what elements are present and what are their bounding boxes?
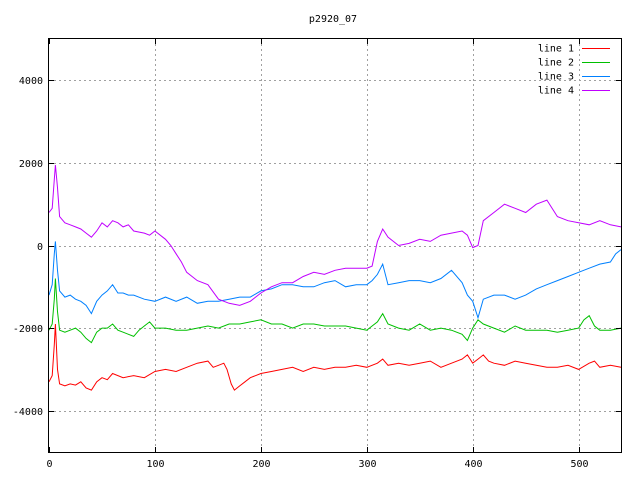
series-line-3 xyxy=(48,241,622,320)
y-tick-label: -4000 xyxy=(13,407,43,418)
series-line-4 xyxy=(48,164,622,306)
y-tick-label: 2000 xyxy=(19,159,43,170)
legend: line 1 line 2 line 3 line 4 xyxy=(538,44,610,97)
axis-ticks: 0 100 200 300 400 500 -4000 -2000 0 2000 4000 xyxy=(13,39,621,470)
x-tick-label: 200 xyxy=(252,459,270,470)
series-line-1 xyxy=(48,323,622,391)
y-tick-label: 4000 xyxy=(19,76,43,87)
x-tick-label: 500 xyxy=(570,459,588,470)
y-tick-label: -2000 xyxy=(13,324,43,335)
legend-label-2: line 2 xyxy=(538,58,574,69)
series-group xyxy=(48,164,622,391)
series-line-2 xyxy=(48,278,622,344)
x-tick-label: 400 xyxy=(464,459,482,470)
legend-label-3: line 3 xyxy=(538,72,574,83)
grid xyxy=(49,39,621,452)
y-tick-label: 0 xyxy=(37,242,43,253)
legend-label-1: line 1 xyxy=(538,44,574,55)
plot-frame xyxy=(48,38,622,453)
chart-title: p2920_07 xyxy=(309,14,357,25)
x-tick-label: 100 xyxy=(146,459,164,470)
x-tick-label: 0 xyxy=(46,459,52,470)
x-tick-label: 300 xyxy=(358,459,376,470)
legend-label-4: line 4 xyxy=(538,86,574,97)
